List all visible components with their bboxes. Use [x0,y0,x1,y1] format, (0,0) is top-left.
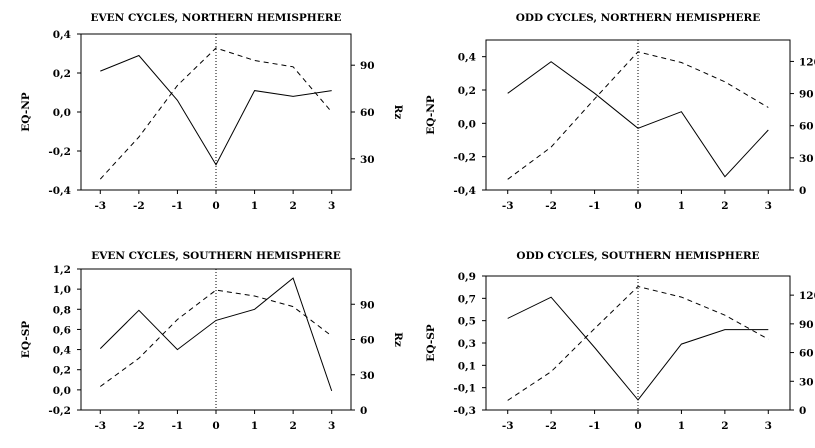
x-tick-label: 0 [212,200,219,212]
y-tick-label: 0,2 [53,365,71,377]
x-tick-label: 0 [634,420,641,432]
x-tick-label: -2 [133,420,145,432]
x-tick-label: -3 [502,420,514,432]
y-tick-label: -0,4 [48,185,71,197]
y2-tick-label: 0 [360,405,367,417]
x-tick-label: 1 [251,200,258,212]
y2-tick-label: 90 [360,299,375,311]
y2-tick-label: 30 [360,154,375,166]
y2-tick-label: 30 [799,376,814,388]
x-tick-label: 1 [251,420,258,432]
x-tick-label: 3 [328,200,335,212]
series-line-eq-solid [99,277,333,392]
series-line-rz-dashed [100,289,333,387]
y-tick-label: 0,3 [458,338,476,350]
x-tick-label: 0 [634,200,641,212]
y-tick-label: 0,4 [53,345,71,357]
y-tick-label: 0,6 [53,324,71,336]
x-tick-label: 2 [289,420,296,432]
y-tick-label: 0,5 [458,316,476,328]
y2-tick-label: 0 [799,185,806,197]
series-line-eq-solid [507,296,769,401]
x-tick-label: 0 [212,420,219,432]
y2-tick-label: 90 [360,60,375,72]
x-tick-label: -3 [94,200,106,212]
series-line-eq-solid [100,54,332,166]
x-tick-label: -3 [502,200,514,212]
y-tick-label: 0,4 [53,29,71,41]
chart-title: ODD CYCLES, NORTHERN HEMISPHERE [516,12,761,24]
x-tick-label: 2 [721,420,728,432]
y-tick-label: -0,2 [48,146,71,158]
x-tick-label: 1 [678,200,685,212]
y-tick-label: 0,2 [458,85,476,97]
chart-panel-1: EVEN CYCLES, NORTHERN HEMISPHERE -3 -2 -1 0 1… [20,12,404,212]
y-tick-label: -0,2 [453,152,476,164]
x-tick-label: -1 [172,420,184,432]
y2-tick-label: 60 [360,335,375,347]
series-line-rz-dashed [507,285,769,401]
chart-panel-4: ODD CYCLES, SOUTHERN HEMISPHERE-3 -2 -1 0 1 2… [425,250,815,432]
x-tick-label: -3 [94,420,106,432]
series-line-rz-dashed [507,51,769,180]
x-tick-label: -1 [589,200,601,212]
y-axis-label: EQ-SP [425,324,437,361]
x-tick-label: -2 [545,200,557,212]
x-tick-label: -2 [545,420,557,432]
chart-panel-2: ODD CYCLES, NORTHERN HEMISPHERE-3 -2 -1 0 1 2… [425,12,815,212]
x-tick-label: -1 [172,200,184,212]
x-tick-label: 3 [765,420,772,432]
y-tick-label: 0,0 [458,118,476,130]
y2-tick-label: 120 [799,290,815,302]
y-tick-label: 0,0 [53,385,71,397]
chart-panel-3: EVEN CYCLES, SOUTHERN HEMISPHERE -3 -2 -1 0 1… [20,250,404,432]
y-tick-label: 0,4 [458,52,476,64]
series-line-eq-solid [507,61,769,178]
y2-axis-label: Rz [392,332,404,347]
y2-axis-label: Rz [392,105,404,120]
y-axis-label: EQ-NP [425,95,437,134]
x-tick-label: -2 [133,200,145,212]
y2-tick-label: 0 [799,405,806,417]
y-tick-label: 0,1 [458,360,476,372]
x-tick-label: 1 [678,420,685,432]
y-tick-label: -0,4 [453,185,476,197]
series-line-rz-dashed [99,47,333,180]
x-tick-label: 2 [289,200,296,212]
y2-tick-label: 60 [799,121,814,133]
y-tick-label: 0,9 [458,271,476,283]
y2-tick-label: 60 [799,348,814,360]
x-tick-label: -1 [589,420,601,432]
chart-title: EVEN CYCLES, SOUTHERN HEMISPHERE [91,250,341,262]
y-tick-label: 0,8 [53,304,71,316]
y2-tick-label: 30 [799,153,814,165]
y-tick-label: -0,1 [453,383,476,395]
x-tick-label: 3 [765,200,772,212]
chart-title: EVEN CYCLES, NORTHERN HEMISPHERE [91,12,342,24]
y2-tick-label: 120 [799,56,815,68]
chart-title: ODD CYCLES, SOUTHERN HEMISPHERE [516,250,759,262]
y-axis-label: EQ-NP [20,92,32,131]
y2-tick-label: 90 [799,319,814,331]
y-tick-label: 0,0 [53,107,71,119]
y-tick-label: 0,7 [458,293,476,305]
x-tick-label: 2 [721,200,728,212]
x-tick-label: 3 [328,420,335,432]
y-axis-label: EQ-SP [20,321,32,358]
y2-tick-label: 90 [799,89,814,101]
y2-tick-label: 60 [360,107,375,119]
y-tick-label: -0,2 [48,405,71,417]
y-tick-label: -0,3 [453,405,476,417]
y-tick-label: 1,2 [53,264,71,276]
y2-tick-label: 30 [360,370,375,382]
y-tick-label: 1,0 [53,284,71,296]
y-tick-label: 0,2 [53,68,71,80]
